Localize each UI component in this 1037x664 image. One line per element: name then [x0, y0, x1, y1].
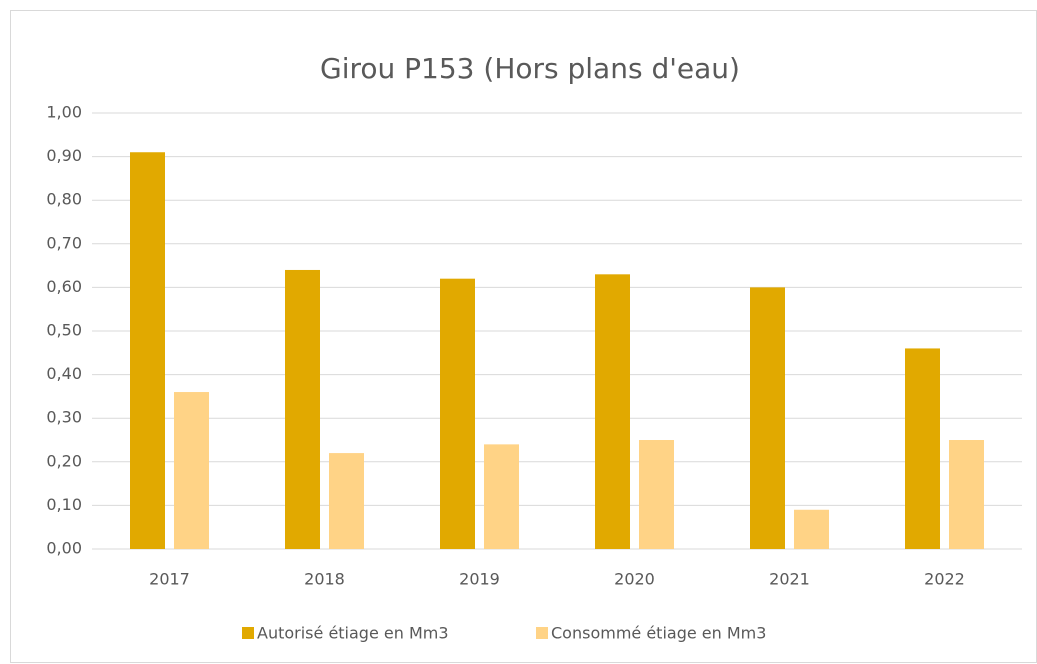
x-tick-label: 2022 — [924, 570, 965, 589]
y-tick-label: 0,40 — [46, 364, 82, 383]
y-tick-label: 0,50 — [46, 321, 82, 340]
legend-swatch — [536, 627, 548, 639]
x-tick-label: 2018 — [304, 570, 345, 589]
y-tick-label: 0,70 — [46, 233, 82, 252]
y-tick-label: 0,80 — [46, 190, 82, 209]
bar — [949, 440, 984, 549]
chart-title: Girou P153 (Hors plans d'eau) — [320, 52, 740, 85]
bar — [750, 287, 785, 549]
bar — [174, 392, 209, 549]
bar — [285, 269, 320, 549]
bar — [484, 444, 519, 549]
bar — [440, 278, 475, 549]
y-tick-label: 0,90 — [46, 146, 82, 165]
y-tick-label: 0,20 — [46, 451, 82, 470]
legend-swatch — [242, 627, 254, 639]
y-tick-label: 0,60 — [46, 277, 82, 296]
legend-label: Autorisé étiage en Mm3 — [257, 624, 449, 643]
bar — [595, 274, 630, 549]
bar — [905, 348, 940, 549]
x-tick-label: 2021 — [769, 570, 810, 589]
bar — [329, 453, 364, 549]
bar — [130, 152, 165, 550]
y-tick-label: 0,00 — [46, 539, 82, 558]
y-tick-label: 0,30 — [46, 408, 82, 427]
y-tick-label: 0,10 — [46, 495, 82, 514]
bar — [639, 440, 674, 549]
x-tick-label: 2017 — [149, 570, 190, 589]
x-tick-label: 2019 — [459, 570, 500, 589]
y-tick-label: 1,00 — [46, 103, 82, 122]
x-tick-label: 2020 — [614, 570, 655, 589]
bar — [794, 509, 829, 549]
legend-label: Consommé étiage en Mm3 — [551, 624, 766, 643]
chart-border — [10, 10, 1037, 663]
